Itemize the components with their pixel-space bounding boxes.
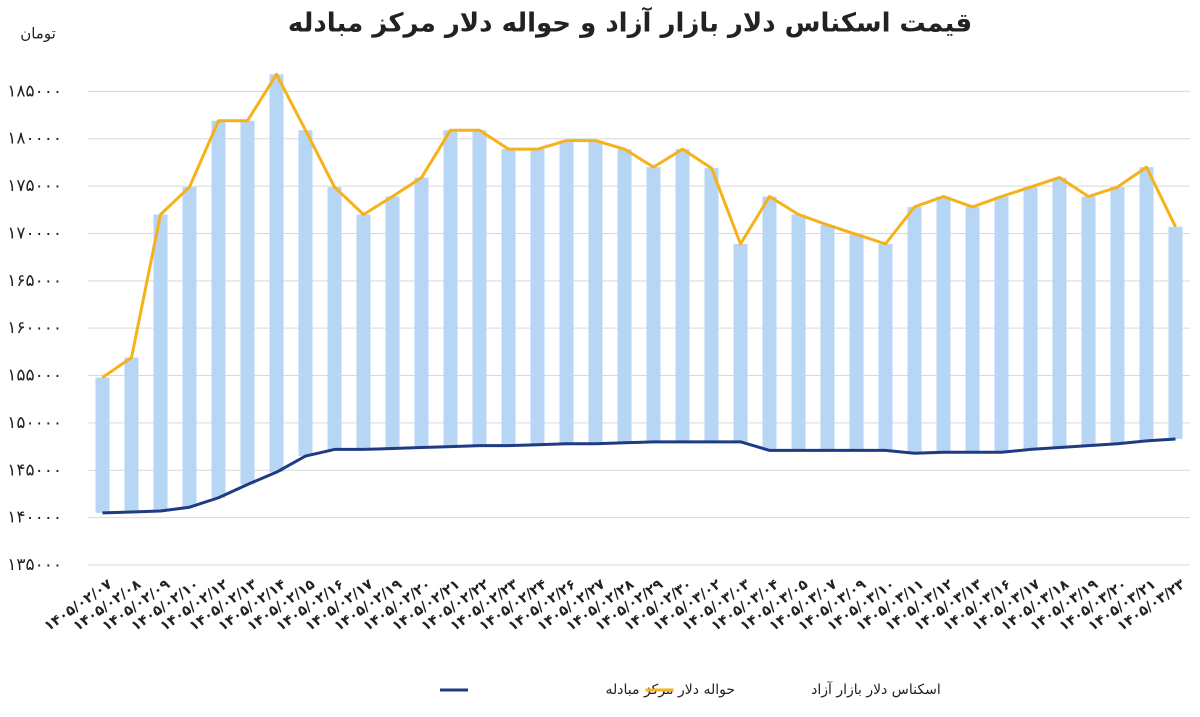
range-bar [443,130,458,447]
range-bar [704,168,719,442]
range-bar [124,357,139,512]
range-bar [907,206,922,454]
range-bar [385,196,400,449]
y-tick-label: ۱۴۰۰۰۰ [7,508,62,528]
range-bar [791,214,806,451]
range-bar [994,196,1009,453]
range-bar [588,140,603,444]
range-bar [675,149,690,442]
y-tick-label: ۱۷۵۰۰۰ [7,176,62,196]
range-bar [1139,167,1154,441]
range-bar [414,177,429,448]
range-bar [501,149,516,446]
series-line [102,437,1176,515]
range-bar [211,120,226,498]
y-tick-label: ۱۸۵۰۰۰ [7,81,62,101]
range-bar [356,214,371,450]
range-bar [327,187,342,450]
range-bar [1110,187,1125,444]
y-tick-label: ۱۶۰۰۰۰ [7,318,62,338]
legend-label: اسکناس دلار بازار آزاد [811,681,941,698]
y-tick-label: ۱۳۵۰۰۰ [7,555,62,575]
range-bar [936,196,951,453]
range-bar [1168,226,1183,440]
range-bar [472,130,487,446]
y-tick-label: ۱۷۰۰۰۰ [7,223,62,243]
y-axis-label: تومان [20,25,56,43]
range-bar [878,243,893,451]
y-tick-label: ۱۴۵۰۰۰ [7,460,62,480]
range-bar [95,377,110,513]
range-bar [820,224,835,451]
range-bar [965,206,980,453]
range-bar [530,149,545,445]
y-tick-label: ۱۵۵۰۰۰ [7,366,62,386]
range-bar [762,196,777,451]
range-bar [617,149,632,443]
range-bar [1081,196,1096,446]
y-tick-label: ۱۵۰۰۰۰ [7,413,62,433]
chart-title: قیمت اسکناس دلار بازار آزاد و حواله دلار… [288,7,972,39]
range-bar [733,243,748,442]
range-bar [1052,177,1067,448]
range-bar [240,120,255,485]
series-line [101,72,1177,379]
range-bar [849,234,864,451]
y-tick-label: ۱۸۰۰۰۰ [7,129,62,149]
y-tick-label: ۱۶۵۰۰۰ [7,271,62,291]
range-bar [298,130,313,457]
range-bar [182,187,197,508]
range-bar [269,74,284,473]
range-bar [1023,187,1038,450]
range-bar [646,167,661,442]
range-bar [559,140,574,444]
range-bar [153,214,168,512]
